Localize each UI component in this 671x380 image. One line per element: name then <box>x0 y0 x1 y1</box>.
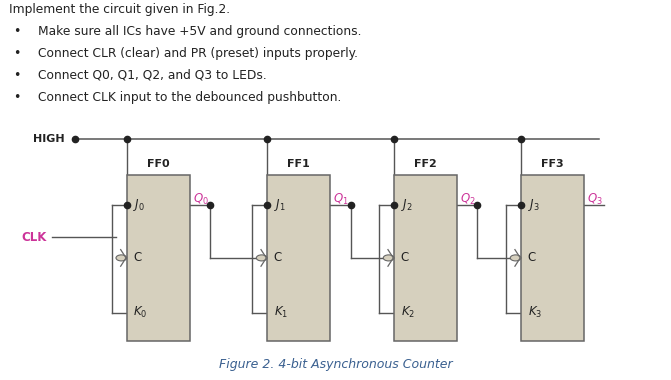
Text: •: • <box>13 91 21 104</box>
Bar <box>267 175 331 341</box>
Text: Figure 2. 4-bit Asynchronous Counter: Figure 2. 4-bit Asynchronous Counter <box>219 358 452 371</box>
Text: HIGH: HIGH <box>34 134 65 144</box>
Text: $J_{2}$: $J_{2}$ <box>401 197 413 213</box>
Text: $Q_{1}$: $Q_{1}$ <box>333 192 349 207</box>
Bar <box>394 175 458 341</box>
Circle shape <box>116 255 127 261</box>
Text: •: • <box>13 25 21 38</box>
Circle shape <box>256 255 267 261</box>
Text: C: C <box>527 252 536 264</box>
Text: C: C <box>134 252 142 264</box>
Text: Make sure all ICs have +5V and ground connections.: Make sure all ICs have +5V and ground co… <box>38 25 362 38</box>
Text: C: C <box>401 252 409 264</box>
Text: FF3: FF3 <box>541 159 564 169</box>
Circle shape <box>510 255 521 261</box>
Text: Connect CLK input to the debounced pushbutton.: Connect CLK input to the debounced pushb… <box>38 91 342 104</box>
Text: Connect Q0, Q1, Q2, and Q3 to LEDs.: Connect Q0, Q1, Q2, and Q3 to LEDs. <box>38 69 267 82</box>
Text: CLK: CLK <box>21 231 47 244</box>
Text: $K_{3}$: $K_{3}$ <box>527 305 542 320</box>
Circle shape <box>383 255 394 261</box>
Text: •: • <box>13 47 21 60</box>
Text: •: • <box>13 69 21 82</box>
Text: Implement the circuit given in Fig.2.: Implement the circuit given in Fig.2. <box>9 3 231 16</box>
Text: FF1: FF1 <box>287 159 310 169</box>
Bar <box>127 175 190 341</box>
Text: $J_{0}$: $J_{0}$ <box>134 197 146 213</box>
Text: $K_{2}$: $K_{2}$ <box>401 305 415 320</box>
Text: $Q_{2}$: $Q_{2}$ <box>460 192 476 207</box>
Text: $Q_{0}$: $Q_{0}$ <box>193 192 209 207</box>
Text: FF0: FF0 <box>147 159 170 169</box>
Text: $J_{1}$: $J_{1}$ <box>274 197 286 213</box>
Text: $Q_{3}$: $Q_{3}$ <box>587 192 603 207</box>
Bar <box>521 175 584 341</box>
Text: Connect CLR (clear) and PR (preset) inputs properly.: Connect CLR (clear) and PR (preset) inpu… <box>38 47 358 60</box>
Text: $K_{0}$: $K_{0}$ <box>134 305 148 320</box>
Text: $J_{3}$: $J_{3}$ <box>527 197 539 213</box>
Text: C: C <box>274 252 282 264</box>
Text: FF2: FF2 <box>414 159 437 169</box>
Text: $K_{1}$: $K_{1}$ <box>274 305 288 320</box>
